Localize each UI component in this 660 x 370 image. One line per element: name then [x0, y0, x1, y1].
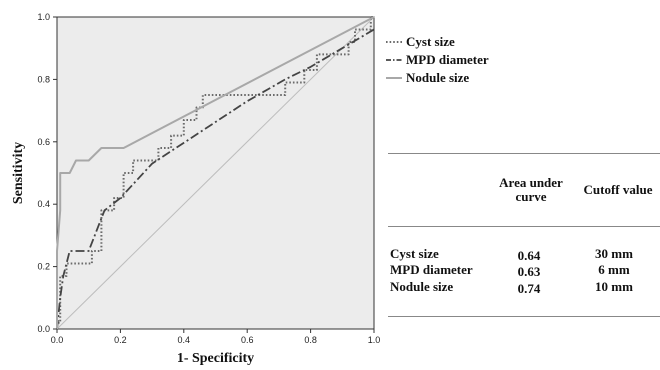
y-axis-title: Sensitivity: [11, 142, 26, 204]
axis-layer: 0.0 0.2 0.4 0.6 0.8 1.0 0.0 0.2 0.4 0.6 0.8 1.0: [37, 12, 380, 345]
row-cutoff-mpd-diameter: 6 mm: [598, 262, 630, 277]
x-tick-label: 0.0: [51, 335, 64, 345]
x-tick-label: 0.4: [178, 335, 191, 345]
x-tick-label: 1.0: [368, 335, 381, 345]
x-axis-title: 1- Specificity: [177, 351, 254, 366]
legend: Cyst size MPD diameter Nodule size: [386, 34, 489, 85]
row-cutoff-nodule-size: 10 mm: [595, 279, 633, 294]
table-top-rule: [388, 153, 660, 154]
x-tick-label: 0.8: [304, 335, 317, 345]
series-line-cyst-size: [56, 16, 374, 329]
legend-label: Nodule size: [406, 70, 469, 85]
auc-table: Area under curve Cutoff value Cyst size …: [388, 150, 660, 320]
row-label-mpd-diameter: MPD diameter: [390, 262, 473, 277]
y-tick-label: 1.0: [37, 12, 50, 22]
row-label-nodule-size: Nodule size: [390, 279, 454, 294]
row-auc-mpd-diameter: 0.63: [517, 264, 541, 279]
x-tick-label: 0.2: [114, 335, 127, 345]
row-auc-cyst-size: 0.64: [517, 248, 541, 263]
row-auc-nodule-size: 0.74: [517, 281, 541, 296]
y-tick-label: 0.2: [37, 262, 50, 272]
series-line-mpd-diameter: [56, 28, 375, 330]
header-area-under-curve: Area under curve: [499, 175, 563, 204]
row-cutoff-cyst-size: 30 mm: [595, 246, 633, 261]
y-tick-label: 0.8: [37, 74, 50, 84]
legend-label: Cyst size: [406, 34, 455, 49]
y-tick-label: 0.4: [37, 199, 50, 209]
series-layer: [56, 16, 375, 330]
series-line-nodule-size: [56, 16, 375, 329]
y-tick-label: 0.6: [37, 137, 50, 147]
table-bottom-rule: [388, 316, 660, 317]
x-tick-label: 0.6: [241, 335, 254, 345]
header-cutoff-value: Cutoff value: [583, 182, 653, 197]
table-header-rule: [388, 226, 660, 227]
y-tick-label: 0.0: [37, 324, 50, 334]
legend-label: MPD diameter: [406, 52, 489, 67]
reference-diagonal: [56, 16, 375, 330]
row-label-cyst-size: Cyst size: [390, 246, 439, 261]
